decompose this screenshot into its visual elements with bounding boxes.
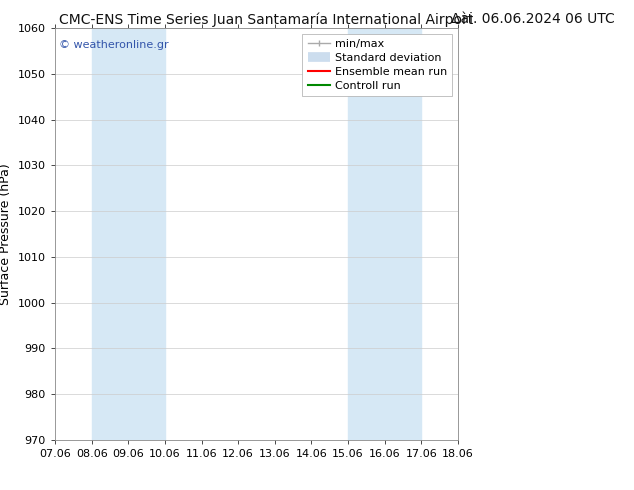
Text: © weatheronline.gr: © weatheronline.gr — [59, 40, 169, 50]
Legend: min/max, Standard deviation, Ensemble mean run, Controll run: min/max, Standard deviation, Ensemble me… — [302, 33, 453, 97]
Text: CMC-ENS Time Series Juan Santamaría International Airport: CMC-ENS Time Series Juan Santamaría Inte… — [59, 12, 474, 27]
Bar — [92, 28, 165, 440]
Bar — [348, 28, 422, 440]
Y-axis label: Surface Pressure (hPa): Surface Pressure (hPa) — [0, 163, 12, 305]
Text: Δài. 06.06.2024 06 UTC: Δài. 06.06.2024 06 UTC — [451, 12, 615, 26]
